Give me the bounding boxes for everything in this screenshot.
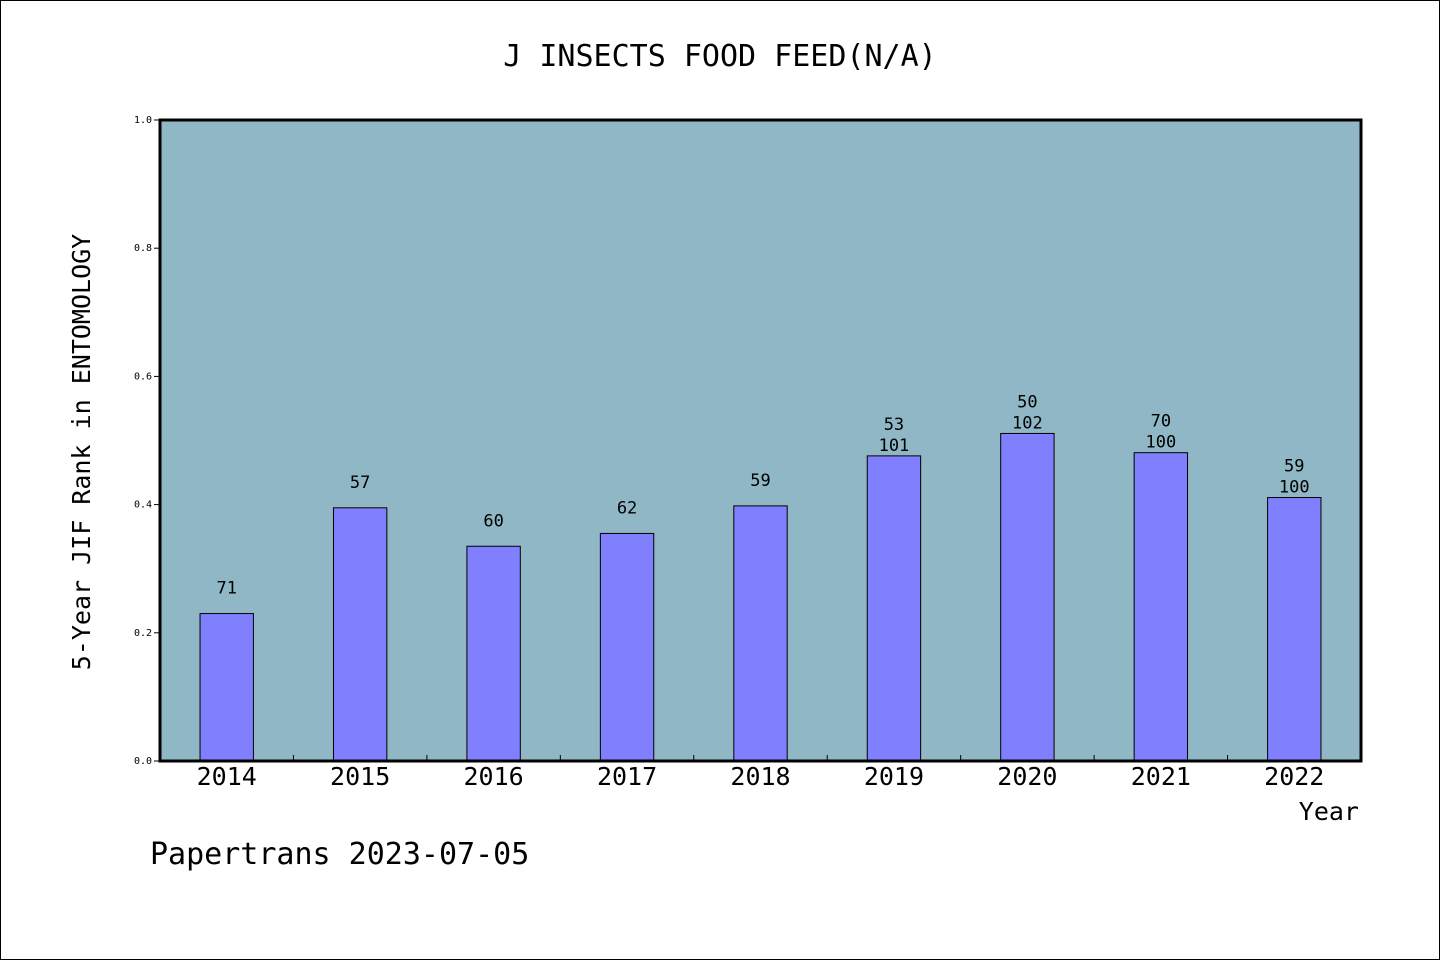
bar-rank-label-2018: 59 xyxy=(750,471,770,491)
bar-2017 xyxy=(599,532,655,762)
bar-2022 xyxy=(1267,497,1322,762)
x-tick-label-2022: 2022 xyxy=(1264,762,1324,791)
bar-rank-label-2019: 53 xyxy=(884,415,904,435)
y-tick-label: 0.2 xyxy=(134,628,152,639)
bar-rank-label-2015: 57 xyxy=(350,473,370,493)
bar-rank-label-2016: 60 xyxy=(483,511,503,531)
y-axis-label: 5-Year JIF Rank in ENTOMOLOGY xyxy=(67,234,96,671)
x-tick-label-2021: 2021 xyxy=(1131,762,1191,791)
x-axis-label: Year xyxy=(1299,797,1359,826)
x-tick-label-2016: 2016 xyxy=(464,762,524,791)
x-tick-label-2015: 2015 xyxy=(330,762,390,791)
x-tick-label-2018: 2018 xyxy=(730,762,790,791)
x-tick-label-2017: 2017 xyxy=(597,762,657,791)
y-tick-label: 1.0 xyxy=(134,115,152,126)
bar-rank-label-2021: 70 xyxy=(1151,412,1171,432)
bar-2015 xyxy=(332,507,388,762)
bar-2018 xyxy=(733,505,788,762)
bar-total-label-2019: 101 xyxy=(879,436,910,456)
y-tick-label: 0.8 xyxy=(134,243,152,254)
bar-total-label-2020: 102 xyxy=(1012,413,1043,433)
bar-total-label-2021: 100 xyxy=(1145,433,1176,453)
x-tick-label-2020: 2020 xyxy=(997,762,1057,791)
y-tick-label: 0.6 xyxy=(134,371,152,382)
bar-2020 xyxy=(1000,432,1055,762)
bar-2019 xyxy=(866,455,922,762)
y-tick-label: 0.0 xyxy=(134,756,152,767)
watermark-text: Papertrans 2023-07-05 xyxy=(150,837,529,872)
y-tick-label: 0.4 xyxy=(134,500,152,511)
x-tick-label-2014: 2014 xyxy=(197,762,257,791)
bar-rank-label-2017: 62 xyxy=(617,498,637,518)
bar-2021 xyxy=(1133,452,1189,762)
bar-rank-label-2022: 59 xyxy=(1284,457,1304,477)
bar-total-label-2022: 100 xyxy=(1279,478,1310,498)
bar-2014 xyxy=(199,613,254,762)
x-axis: 2014 2015 2016 2017 2018 2019 2020 2021 2022 xyxy=(197,755,1324,791)
plot-border xyxy=(158,118,1363,763)
chart-title: J INSECTS FOOD FEED(N/A) xyxy=(503,39,936,74)
y-axis: 0.0 0.2 0.4 0.6 0.8 1.0 xyxy=(134,115,160,767)
bar-2016 xyxy=(466,545,521,762)
bar-rank-label-2014: 71 xyxy=(216,579,236,599)
x-tick-label-2019: 2019 xyxy=(864,762,924,791)
bar-rank-label-2020: 50 xyxy=(1017,392,1037,412)
